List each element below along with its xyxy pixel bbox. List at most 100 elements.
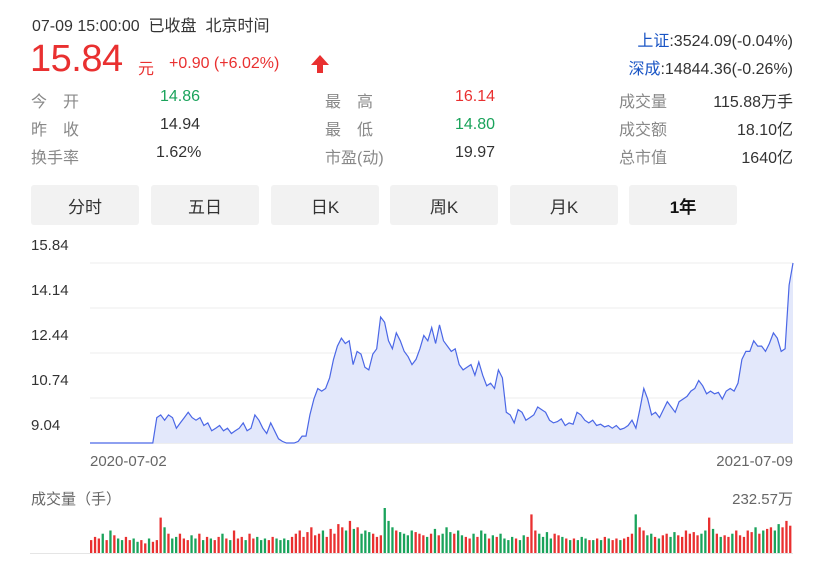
pe-label: 市盈(动) bbox=[325, 150, 384, 167]
volume-bar bbox=[155, 540, 158, 553]
volume-bar bbox=[766, 528, 769, 553]
volume-bar bbox=[715, 533, 718, 553]
volume-bar bbox=[665, 533, 668, 553]
volume-bar bbox=[422, 535, 425, 553]
price-area bbox=[90, 263, 793, 443]
volume-bar bbox=[596, 538, 599, 553]
volume-bar bbox=[677, 535, 680, 553]
volume-bar bbox=[746, 530, 749, 553]
tab-intraday[interactable]: 分时 bbox=[31, 185, 139, 225]
volume-bar bbox=[603, 536, 606, 553]
volume-bar bbox=[711, 528, 715, 553]
volume-bar bbox=[225, 538, 228, 553]
volume-bar bbox=[480, 530, 483, 553]
market-status: 已收盘 bbox=[148, 18, 197, 35]
volume-bar bbox=[541, 536, 545, 553]
open-label: 今 开 bbox=[31, 94, 80, 111]
y-tick-label: 9.04 bbox=[31, 417, 61, 434]
volume-bar bbox=[503, 538, 506, 553]
volume-bar bbox=[650, 533, 653, 553]
volume-bar bbox=[244, 540, 247, 553]
volume-bar bbox=[402, 533, 406, 553]
volume-bar bbox=[688, 533, 691, 553]
volume-bar bbox=[294, 533, 297, 553]
volume-bar bbox=[785, 520, 788, 553]
volume-bar bbox=[453, 533, 456, 553]
currency-unit: 元 bbox=[138, 61, 155, 78]
volume-bar bbox=[553, 533, 556, 553]
volume-bar bbox=[221, 533, 224, 553]
volume-bar bbox=[175, 536, 178, 553]
volume-bar bbox=[472, 533, 475, 553]
volume-bar bbox=[213, 540, 216, 553]
volume-bar bbox=[260, 540, 263, 553]
volume-bar bbox=[240, 536, 243, 553]
volume-bar bbox=[236, 538, 240, 553]
tab-daily-k[interactable]: 日K bbox=[271, 185, 379, 225]
volume-bar bbox=[499, 533, 502, 553]
volume-bar bbox=[302, 536, 305, 553]
volume-bar bbox=[569, 540, 572, 553]
volume-bar bbox=[634, 514, 637, 553]
volume-bar bbox=[105, 540, 108, 553]
volume-bar bbox=[495, 536, 498, 553]
volume-bar bbox=[484, 533, 487, 553]
volume-bar bbox=[769, 527, 773, 553]
quote-time: 07-09 15:00:00 bbox=[32, 18, 140, 35]
volume-bar bbox=[186, 540, 189, 553]
volume-bar bbox=[518, 540, 522, 553]
volume-bar bbox=[337, 524, 340, 553]
price-line bbox=[90, 262, 794, 444]
pe-value: 19.97 bbox=[455, 144, 496, 161]
volume-bar bbox=[147, 538, 151, 553]
volume-bar bbox=[507, 540, 510, 553]
volume-bar bbox=[457, 530, 460, 553]
volume-bar bbox=[696, 535, 699, 553]
tab-one-year[interactable]: 1年 bbox=[629, 185, 737, 225]
prev-close-value: 14.94 bbox=[160, 116, 201, 133]
volume-bar bbox=[638, 527, 641, 553]
amount-label: 成交额 bbox=[619, 122, 668, 139]
tab-weekly-k[interactable]: 周K bbox=[390, 185, 498, 225]
volume-bar bbox=[90, 540, 93, 553]
volume-bar bbox=[584, 538, 587, 553]
index-shanghai[interactable]: 上证:3524.09(-0.04%) bbox=[637, 27, 793, 51]
timezone-label: 北京时间 bbox=[205, 18, 270, 35]
volume-bar bbox=[406, 535, 409, 553]
volume-bar bbox=[727, 536, 730, 553]
volume-bar bbox=[441, 533, 444, 553]
volume-bar bbox=[256, 536, 259, 553]
volume-bar bbox=[410, 530, 413, 553]
volume-bar bbox=[592, 540, 595, 553]
volume-bar bbox=[391, 527, 394, 553]
volume-bar bbox=[549, 538, 552, 553]
y-tick-label: 15.84 bbox=[31, 237, 69, 254]
index-shenzhen-name[interactable]: 深成 bbox=[628, 61, 661, 78]
volume-bar bbox=[163, 527, 166, 553]
volume-bar bbox=[352, 528, 355, 553]
volume-bars bbox=[30, 508, 793, 554]
volume-bar bbox=[565, 538, 568, 553]
volume-bar bbox=[437, 535, 440, 553]
volume-bar bbox=[279, 540, 282, 553]
volume-bar bbox=[735, 530, 738, 553]
price-chart[interactable] bbox=[0, 230, 820, 566]
volume-bar bbox=[673, 532, 676, 553]
index-shanghai-name[interactable]: 上证 bbox=[637, 33, 670, 50]
volume-bar bbox=[306, 532, 309, 553]
index-shanghai-value: :3524.09(-0.04%) bbox=[669, 33, 793, 50]
tab-monthly-k[interactable]: 月K bbox=[510, 185, 618, 225]
timestamp-line: 07-09 15:00:00 已收盘 北京时间 bbox=[32, 12, 269, 36]
volume-bar bbox=[399, 532, 402, 553]
volume-bar bbox=[742, 536, 746, 553]
volume-bar bbox=[229, 540, 232, 553]
index-shenzhen[interactable]: 深成:14844.36(-0.26%) bbox=[628, 55, 793, 79]
volume-bar bbox=[364, 530, 367, 553]
volume-bar bbox=[572, 538, 576, 553]
volume-bar bbox=[198, 533, 201, 553]
volume-bar bbox=[298, 530, 301, 553]
volume-bar bbox=[642, 530, 645, 553]
volume-bar bbox=[310, 527, 313, 553]
volume-bar bbox=[113, 535, 116, 553]
tab-five-day[interactable]: 五日 bbox=[151, 185, 259, 225]
